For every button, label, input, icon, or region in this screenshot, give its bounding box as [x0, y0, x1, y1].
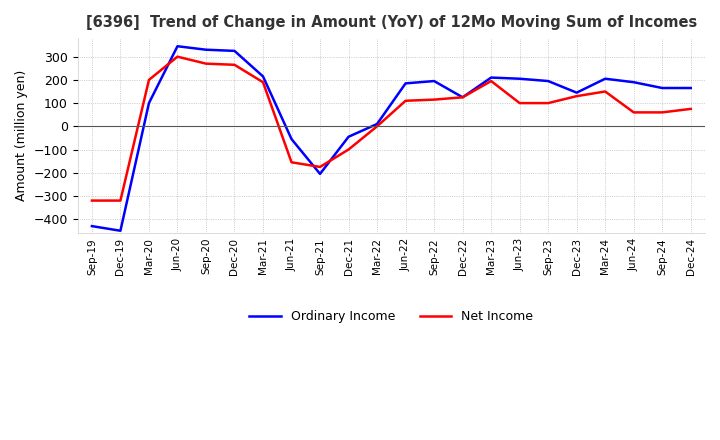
Title: [6396]  Trend of Change in Amount (YoY) of 12Mo Moving Sum of Incomes: [6396] Trend of Change in Amount (YoY) o…: [86, 15, 697, 30]
Ordinary Income: [487, 75, 495, 80]
Ordinary Income: [145, 100, 153, 106]
Ordinary Income: [88, 224, 96, 229]
Net Income: [173, 54, 181, 59]
Ordinary Income: [116, 228, 125, 233]
Line: Net Income: Net Income: [92, 57, 690, 201]
Ordinary Income: [658, 85, 667, 91]
Net Income: [430, 97, 438, 102]
Ordinary Income: [459, 95, 467, 100]
Net Income: [145, 77, 153, 83]
Net Income: [459, 95, 467, 100]
Net Income: [516, 100, 524, 106]
Net Income: [373, 124, 382, 129]
Line: Ordinary Income: Ordinary Income: [92, 46, 690, 231]
Ordinary Income: [572, 90, 581, 95]
Net Income: [344, 147, 353, 152]
Ordinary Income: [544, 78, 552, 84]
Net Income: [544, 100, 552, 106]
Ordinary Income: [686, 85, 695, 91]
Ordinary Income: [344, 134, 353, 139]
Net Income: [287, 160, 296, 165]
Net Income: [230, 62, 239, 67]
Ordinary Income: [230, 48, 239, 54]
Ordinary Income: [202, 47, 210, 52]
Net Income: [258, 80, 267, 85]
Ordinary Income: [173, 44, 181, 49]
Net Income: [315, 164, 324, 169]
Net Income: [658, 110, 667, 115]
Ordinary Income: [430, 78, 438, 84]
Ordinary Income: [315, 171, 324, 176]
Net Income: [572, 93, 581, 99]
Ordinary Income: [287, 136, 296, 142]
Net Income: [487, 78, 495, 84]
Net Income: [629, 110, 638, 115]
Net Income: [686, 106, 695, 112]
Net Income: [116, 198, 125, 203]
Ordinary Income: [373, 121, 382, 127]
Net Income: [202, 61, 210, 66]
Ordinary Income: [258, 74, 267, 79]
Net Income: [88, 198, 96, 203]
Ordinary Income: [401, 81, 410, 86]
Net Income: [401, 98, 410, 103]
Ordinary Income: [601, 76, 610, 81]
Ordinary Income: [516, 76, 524, 81]
Net Income: [601, 89, 610, 94]
Legend: Ordinary Income, Net Income: Ordinary Income, Net Income: [244, 305, 539, 328]
Ordinary Income: [629, 80, 638, 85]
Y-axis label: Amount (million yen): Amount (million yen): [15, 70, 28, 201]
